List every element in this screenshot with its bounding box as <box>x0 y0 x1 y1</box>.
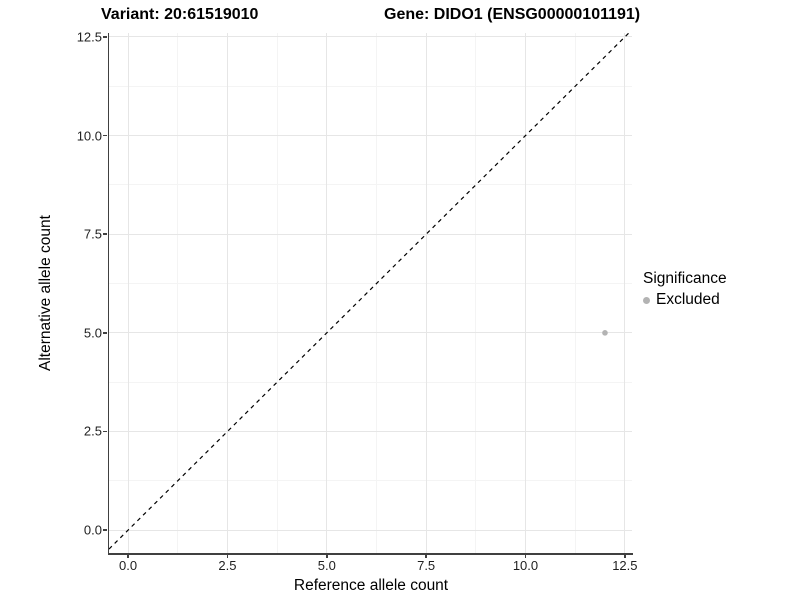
y-tick-label: 10.0 <box>76 128 102 144</box>
x-major-gridline <box>524 33 526 553</box>
y-major-gridline <box>109 430 632 432</box>
y-tick-mark <box>103 529 107 531</box>
y-major-gridline <box>109 135 632 137</box>
x-minor-gridline <box>475 33 477 553</box>
y-tick-label: 12.5 <box>76 29 102 45</box>
panel-canvas <box>109 33 630 550</box>
legend-title: Significance <box>643 270 727 287</box>
x-tick-label: 7.5 <box>417 558 436 573</box>
x-tick-label: 5.0 <box>317 558 336 573</box>
x-major-gridline <box>624 33 626 553</box>
x-tick-label: 2.5 <box>218 558 237 573</box>
y-tick-label: 7.5 <box>83 226 102 242</box>
gene-title: Gene: DIDO1 (ENSG00000101191) <box>384 6 641 23</box>
x-major-gridline <box>425 33 427 553</box>
y-minor-gridline <box>109 283 632 285</box>
legend-item-label: Excluded <box>656 291 720 308</box>
x-minor-gridline <box>574 33 576 553</box>
x-tick-mark <box>425 554 427 558</box>
x-tick-label: 0.0 <box>119 558 138 573</box>
x-tick-mark <box>226 554 229 558</box>
legend-item-excluded: Excluded <box>643 291 727 309</box>
y-minor-gridline <box>109 184 632 186</box>
y-tick-mark <box>103 430 107 433</box>
y-tick-label: 5.0 <box>83 325 102 341</box>
x-minor-gridline <box>375 33 377 553</box>
y-tick-mark <box>103 233 107 235</box>
x-axis-title: Reference allele count <box>293 577 449 594</box>
x-axis-line <box>107 553 633 555</box>
y-minor-gridline <box>109 381 632 383</box>
y-axis-title: Alternative allele count <box>37 215 54 371</box>
y-major-gridline <box>109 529 632 531</box>
y-major-gridline <box>109 332 632 334</box>
x-tick-mark <box>326 554 328 558</box>
plot-panel <box>109 33 632 553</box>
x-major-gridline <box>127 33 129 553</box>
variant-title: Variant: 20:61519010 <box>101 6 259 23</box>
x-minor-gridline <box>177 33 179 553</box>
x-major-gridline <box>326 33 328 553</box>
y-major-gridline <box>109 233 632 235</box>
y-tick-label: 0.0 <box>83 522 102 538</box>
y-axis-line <box>107 33 109 554</box>
y-major-gridline <box>109 36 632 38</box>
data-point-excluded <box>602 330 608 336</box>
y-minor-gridline <box>109 480 632 482</box>
x-major-gridline <box>226 33 228 553</box>
x-tick-mark <box>624 554 626 558</box>
legend: Significance Excluded <box>643 270 727 309</box>
y-minor-gridline <box>109 85 632 87</box>
excluded-point-icon <box>643 296 650 304</box>
x-tick-mark <box>524 554 527 558</box>
y-tick-mark <box>103 36 107 38</box>
x-minor-gridline <box>276 33 278 553</box>
identity-reference-line <box>109 33 630 550</box>
x-tick-label: 12.5 <box>612 558 638 573</box>
x-tick-label: 10.0 <box>512 558 539 573</box>
y-tick-mark <box>103 332 107 334</box>
x-tick-mark <box>127 554 129 558</box>
y-tick-label: 2.5 <box>83 423 102 439</box>
y-tick-mark <box>103 134 107 137</box>
